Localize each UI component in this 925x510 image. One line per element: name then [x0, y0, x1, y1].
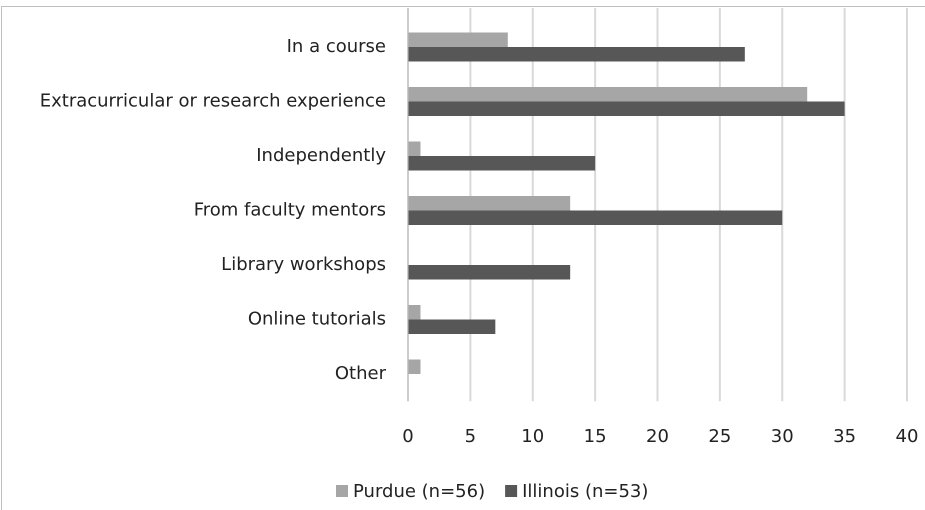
x-tick-label: 10 — [521, 426, 544, 447]
bar — [408, 87, 808, 102]
y-tick-label: Library workshops — [221, 254, 386, 275]
y-tick-label: Online tutorials — [248, 309, 386, 330]
legend-label: Purdue (n=56) — [353, 481, 485, 502]
x-tick-label: 0 — [402, 426, 413, 447]
y-tick-label: From faculty mentors — [194, 200, 386, 221]
bar — [408, 359, 421, 374]
x-tick-label: 30 — [771, 426, 794, 447]
bar — [408, 101, 845, 116]
bar — [408, 141, 421, 156]
y-tick-label: Other — [335, 363, 387, 384]
x-tick-label: 5 — [465, 426, 476, 447]
y-tick-label: In a course — [287, 36, 386, 57]
x-tick-label: 15 — [584, 426, 607, 447]
bar — [408, 196, 571, 211]
bar — [408, 305, 421, 320]
bar — [408, 265, 571, 280]
x-tick-label: 20 — [646, 426, 669, 447]
bar — [408, 156, 596, 171]
x-tick-label: 25 — [708, 426, 731, 447]
legend-swatch — [505, 485, 518, 497]
y-tick-label: Independently — [256, 145, 386, 166]
bar — [408, 210, 783, 225]
legend-swatch — [336, 485, 348, 497]
x-tick-label: 40 — [896, 426, 919, 447]
bar — [408, 319, 496, 334]
bar — [408, 32, 508, 47]
y-tick-label: Extracurricular or research experience — [40, 91, 386, 112]
bar — [408, 47, 745, 62]
legend-label: Illinois (n=53) — [522, 481, 648, 502]
x-tick-label: 35 — [833, 426, 856, 447]
